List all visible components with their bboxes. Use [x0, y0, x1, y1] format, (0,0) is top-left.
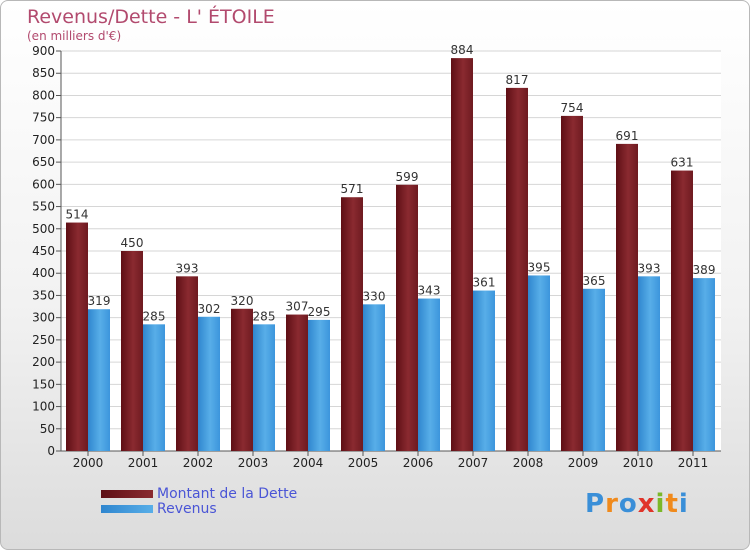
- legend-swatch-revenus: [101, 504, 153, 513]
- chart-subtitle: (en milliers d'€): [27, 29, 122, 43]
- data-label-dette: 631: [671, 156, 694, 170]
- bar-dette: [396, 184, 418, 451]
- bar-revenus: [693, 278, 715, 451]
- x-tick-label: 2011: [678, 456, 709, 470]
- data-label-dette: 393: [176, 261, 199, 275]
- y-tick-label: 450: [32, 244, 55, 258]
- logo-letter: x: [637, 489, 656, 519]
- bar-dette: [176, 276, 198, 451]
- data-label-revenus: 330: [363, 289, 386, 303]
- data-label-dette: 307: [286, 300, 309, 314]
- data-label-revenus: 395: [528, 260, 551, 274]
- x-tick-label: 2010: [623, 456, 654, 470]
- legend-swatch-dette: [101, 489, 153, 498]
- y-tick-label: 550: [32, 200, 55, 214]
- legend-label-dette: Montant de la Dette: [157, 485, 298, 502]
- y-tick-label: 350: [32, 288, 55, 302]
- data-label-dette: 691: [616, 129, 639, 143]
- logo-letter: t: [665, 489, 679, 519]
- bar-revenus: [418, 298, 440, 451]
- x-tick-label: 2009: [568, 456, 599, 470]
- x-tick-label: 2006: [403, 456, 434, 470]
- y-tick-label: 850: [32, 66, 55, 80]
- y-tick-label: 150: [32, 377, 55, 391]
- logo-letter: i: [678, 489, 689, 519]
- bar-dette: [616, 143, 638, 451]
- data-label-revenus: 343: [418, 284, 441, 298]
- x-tick-label: 2008: [513, 456, 544, 470]
- data-label-dette: 450: [121, 236, 144, 250]
- bar-dette: [121, 251, 143, 451]
- bar-revenus: [528, 275, 550, 451]
- data-label-revenus: 365: [583, 274, 606, 288]
- proxiti-logo: Proxiti: [585, 489, 689, 519]
- logo-letter: r: [605, 489, 619, 519]
- logo-letter: i: [655, 489, 666, 519]
- x-tick-label: 2004: [293, 456, 324, 470]
- bar-dette: [561, 115, 583, 451]
- legend-item-dette: Montant de la Dette: [101, 485, 298, 502]
- bar-revenus: [583, 288, 605, 451]
- bar-dette: [451, 58, 473, 451]
- y-tick-label: 500: [32, 222, 55, 236]
- y-tick-label: 100: [32, 400, 55, 414]
- x-tick-label: 2003: [238, 456, 269, 470]
- bar-dette: [66, 222, 88, 451]
- x-tick-label: 2007: [458, 456, 489, 470]
- logo-letter: o: [618, 489, 638, 519]
- data-label-revenus: 389: [693, 263, 716, 277]
- x-tick-label: 2002: [183, 456, 214, 470]
- bar-dette: [506, 87, 528, 451]
- bar-dette: [341, 197, 363, 451]
- data-label-revenus: 393: [638, 261, 661, 275]
- data-label-revenus: 295: [308, 305, 331, 319]
- logo-letter: P: [585, 489, 606, 519]
- y-tick-label: 900: [32, 44, 55, 58]
- bar-revenus: [198, 316, 220, 451]
- y-tick-label: 400: [32, 266, 55, 280]
- bar-revenus: [363, 304, 385, 451]
- bar-revenus: [143, 324, 165, 451]
- bar-revenus: [473, 290, 495, 451]
- bar-dette: [231, 308, 253, 451]
- data-label-revenus: 285: [143, 309, 166, 323]
- data-label-revenus: 361: [473, 276, 496, 290]
- bar-revenus: [88, 309, 110, 451]
- data-label-revenus: 302: [198, 302, 221, 316]
- y-tick-label: 200: [32, 355, 55, 369]
- bar-revenus: [308, 319, 330, 451]
- data-label-dette: 817: [506, 73, 529, 87]
- x-tick-label: 2000: [73, 456, 104, 470]
- y-tick-label: 700: [32, 133, 55, 147]
- data-label-dette: 514: [66, 208, 89, 222]
- data-label-dette: 754: [561, 101, 584, 115]
- legend: Montant de la Dette Revenus: [101, 485, 298, 517]
- data-label-dette: 320: [231, 294, 254, 308]
- data-label-dette: 571: [341, 182, 364, 196]
- y-tick-label: 650: [32, 155, 55, 169]
- data-label-revenus: 319: [88, 294, 111, 308]
- y-tick-label: 0: [47, 444, 55, 458]
- bar-revenus: [253, 324, 275, 451]
- y-tick-label: 800: [32, 88, 55, 102]
- bar-dette: [286, 314, 308, 451]
- y-tick-label: 750: [32, 111, 55, 125]
- y-tick-label: 600: [32, 177, 55, 191]
- chart-title: Revenus/Dette - L' ÉTOILE: [27, 6, 275, 28]
- legend-label-revenus: Revenus: [157, 500, 217, 517]
- x-tick-label: 2001: [128, 456, 159, 470]
- data-label-dette: 599: [396, 170, 419, 184]
- y-tick-label: 300: [32, 311, 55, 325]
- data-label-revenus: 285: [253, 309, 276, 323]
- y-tick-label: 50: [40, 422, 55, 436]
- y-tick-label: 250: [32, 333, 55, 347]
- legend-item-revenus: Revenus: [101, 500, 297, 517]
- x-tick-label: 2005: [348, 456, 379, 470]
- bar-revenus: [638, 276, 660, 451]
- data-label-dette: 884: [451, 43, 474, 57]
- bar-dette: [671, 170, 693, 452]
